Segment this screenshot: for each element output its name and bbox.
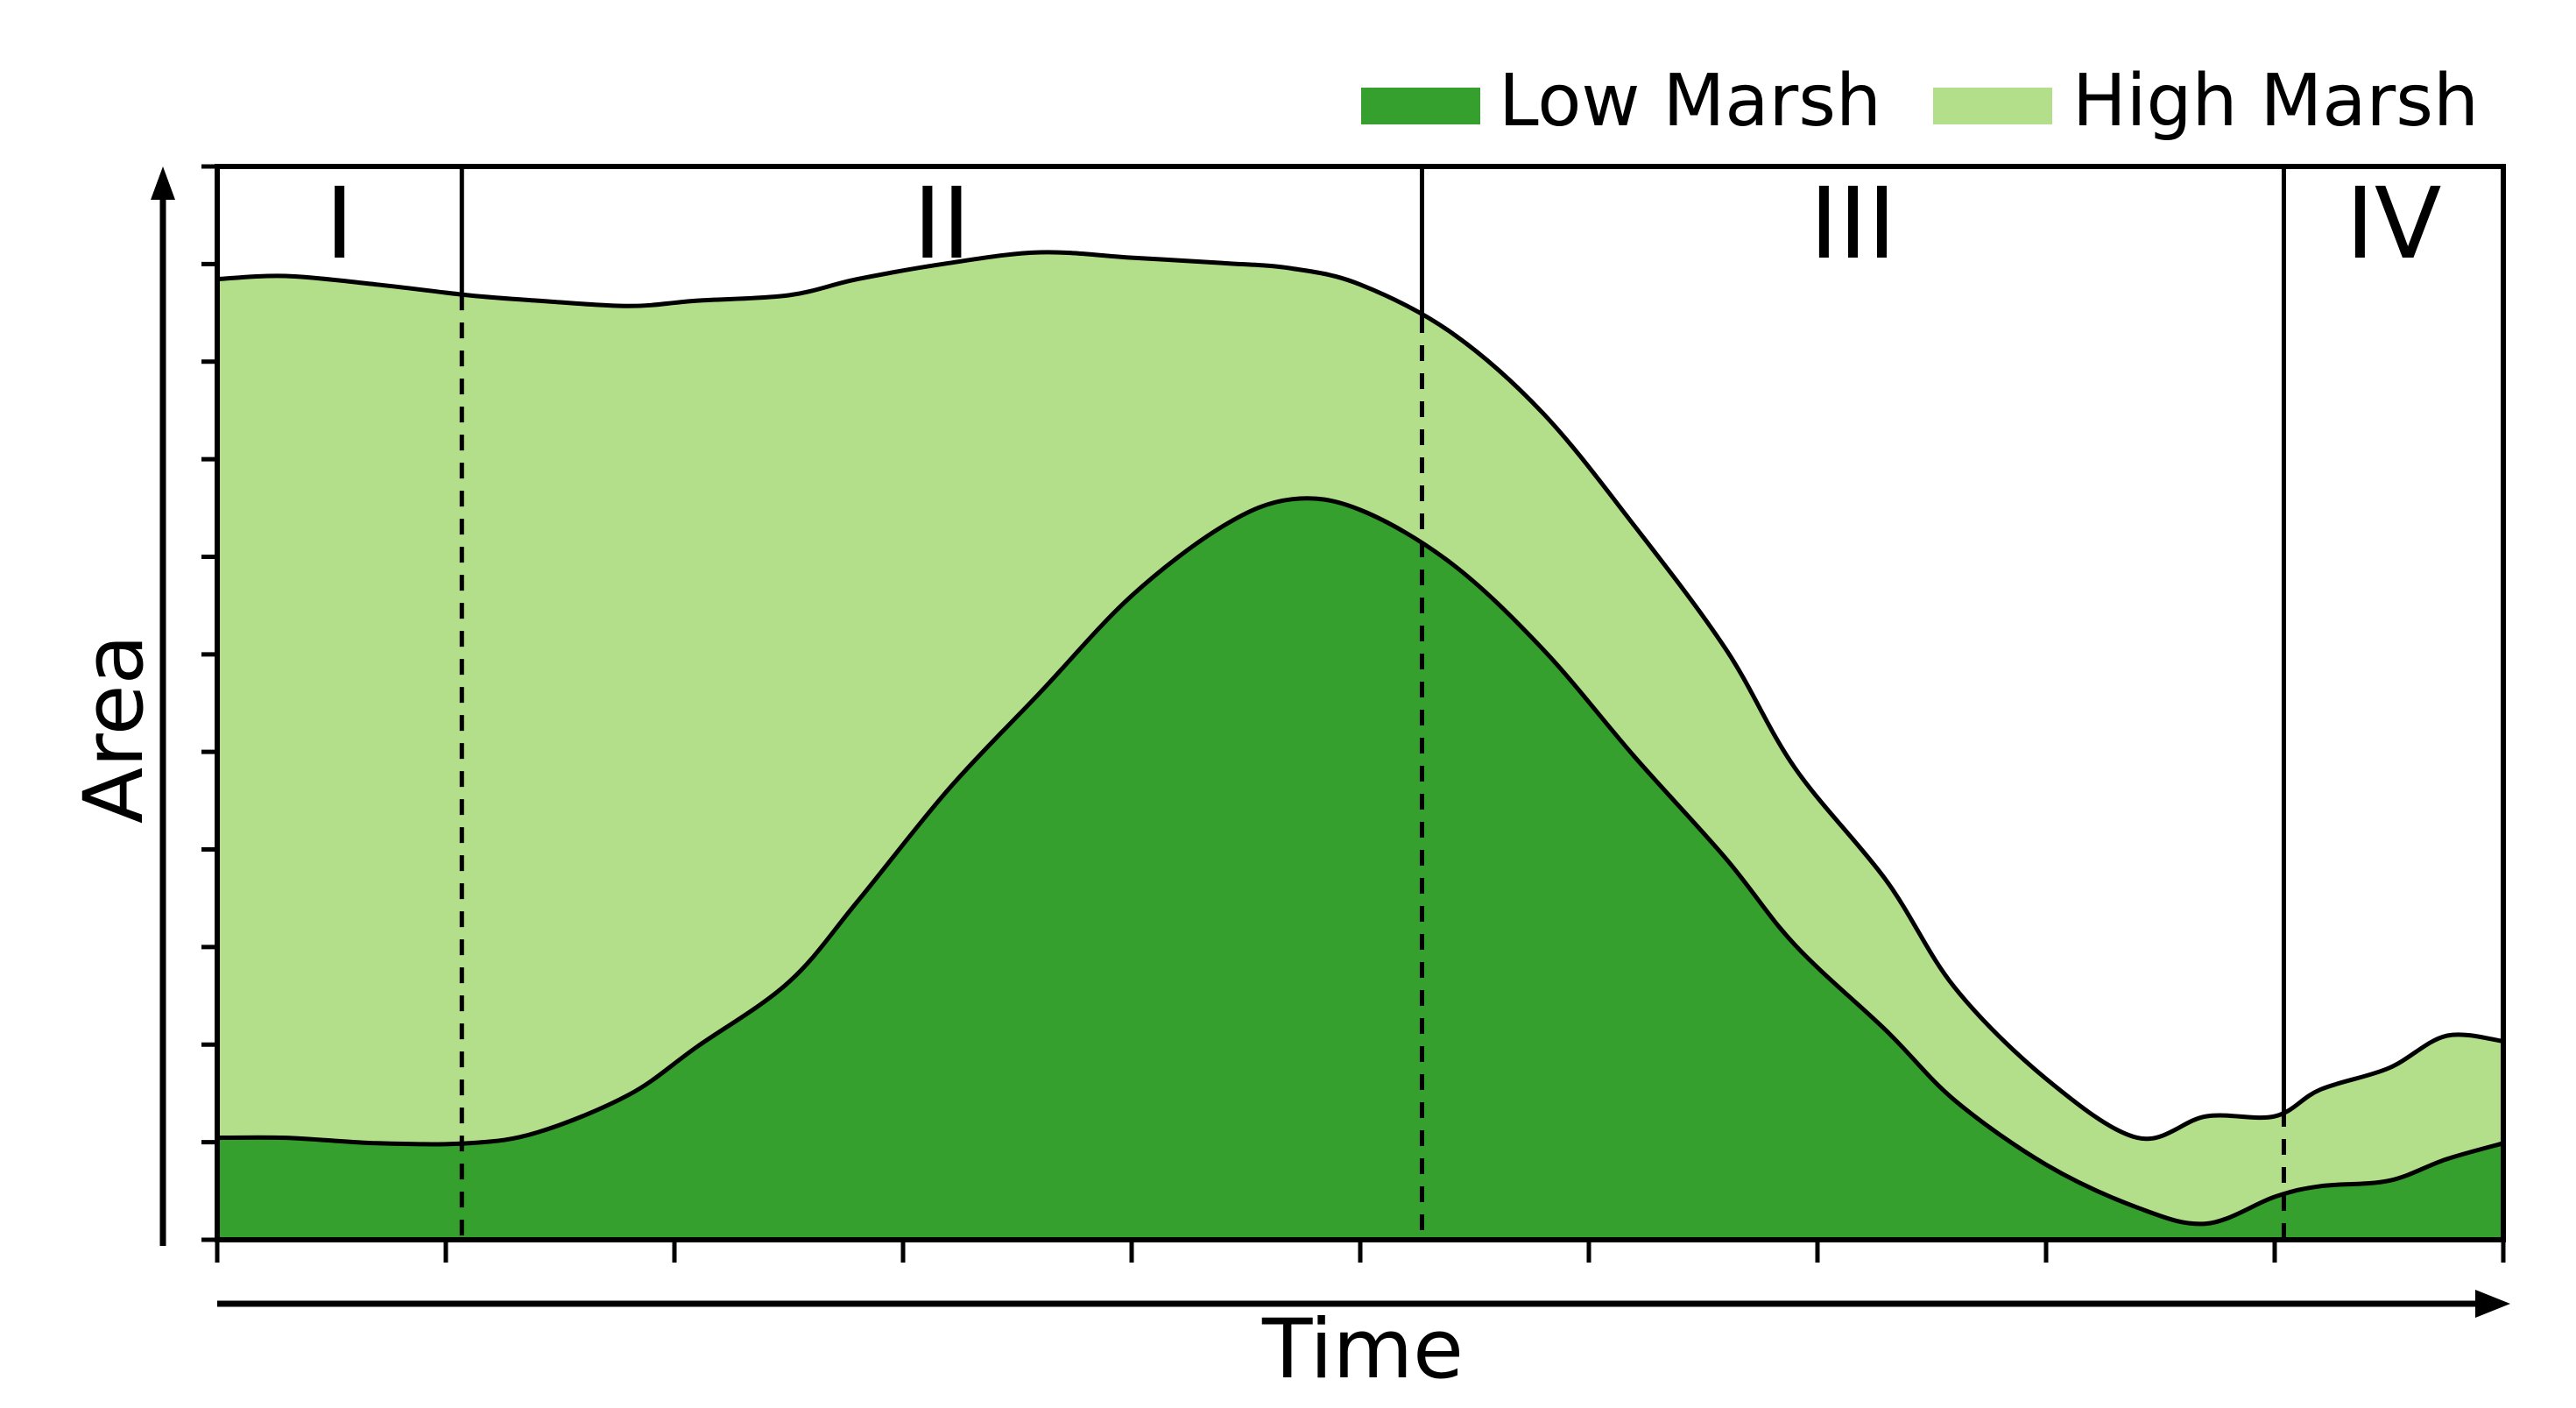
phase-label: II — [913, 167, 970, 281]
phase-label: I — [325, 167, 354, 281]
legend-label-high-marsh: High Marsh — [2072, 60, 2479, 143]
plot-area: I II III IV — [216, 166, 2504, 1240]
line-total-marsh — [216, 250, 2504, 1142]
y-axis-arrowhead — [151, 166, 175, 200]
axes — [151, 164, 2510, 1318]
legend-swatch-high-marsh — [1933, 88, 2052, 124]
x-axis-arrowhead — [2475, 1290, 2510, 1318]
area-low-marsh — [217, 498, 2503, 1240]
y-axis-title: Area — [67, 634, 162, 824]
legend-swatch-low-marsh — [1361, 88, 1480, 124]
phase-label: IV — [2346, 167, 2442, 281]
x-axis-title: Time — [1261, 1302, 1464, 1397]
legend-label-low-marsh: Low Marsh — [1499, 60, 1881, 143]
line-low-marsh — [216, 496, 2504, 1227]
phase-label: III — [1810, 167, 1896, 281]
legend: Low Marsh High Marsh — [1361, 60, 2479, 143]
